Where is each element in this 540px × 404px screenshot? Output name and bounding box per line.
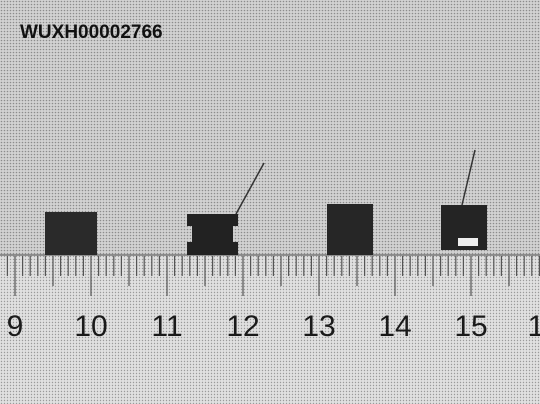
ruler-label: 15 [454, 310, 487, 343]
ruler-label: 9 [7, 310, 24, 343]
component [187, 214, 238, 255]
ruler-label: 12 [226, 310, 259, 343]
component-label [458, 238, 478, 246]
ruler-label: 13 [302, 310, 335, 343]
ruler-label: 14 [378, 310, 411, 343]
ruler-label: 1 [528, 310, 540, 343]
component [45, 212, 97, 255]
ruler-label: 11 [151, 310, 182, 343]
caption: WUXH00002766 [20, 22, 163, 43]
component [327, 204, 373, 255]
ruler-label: 10 [74, 310, 107, 343]
photo: WUXH00002766 9 10 11 12 13 14 15 1 [0, 0, 540, 404]
